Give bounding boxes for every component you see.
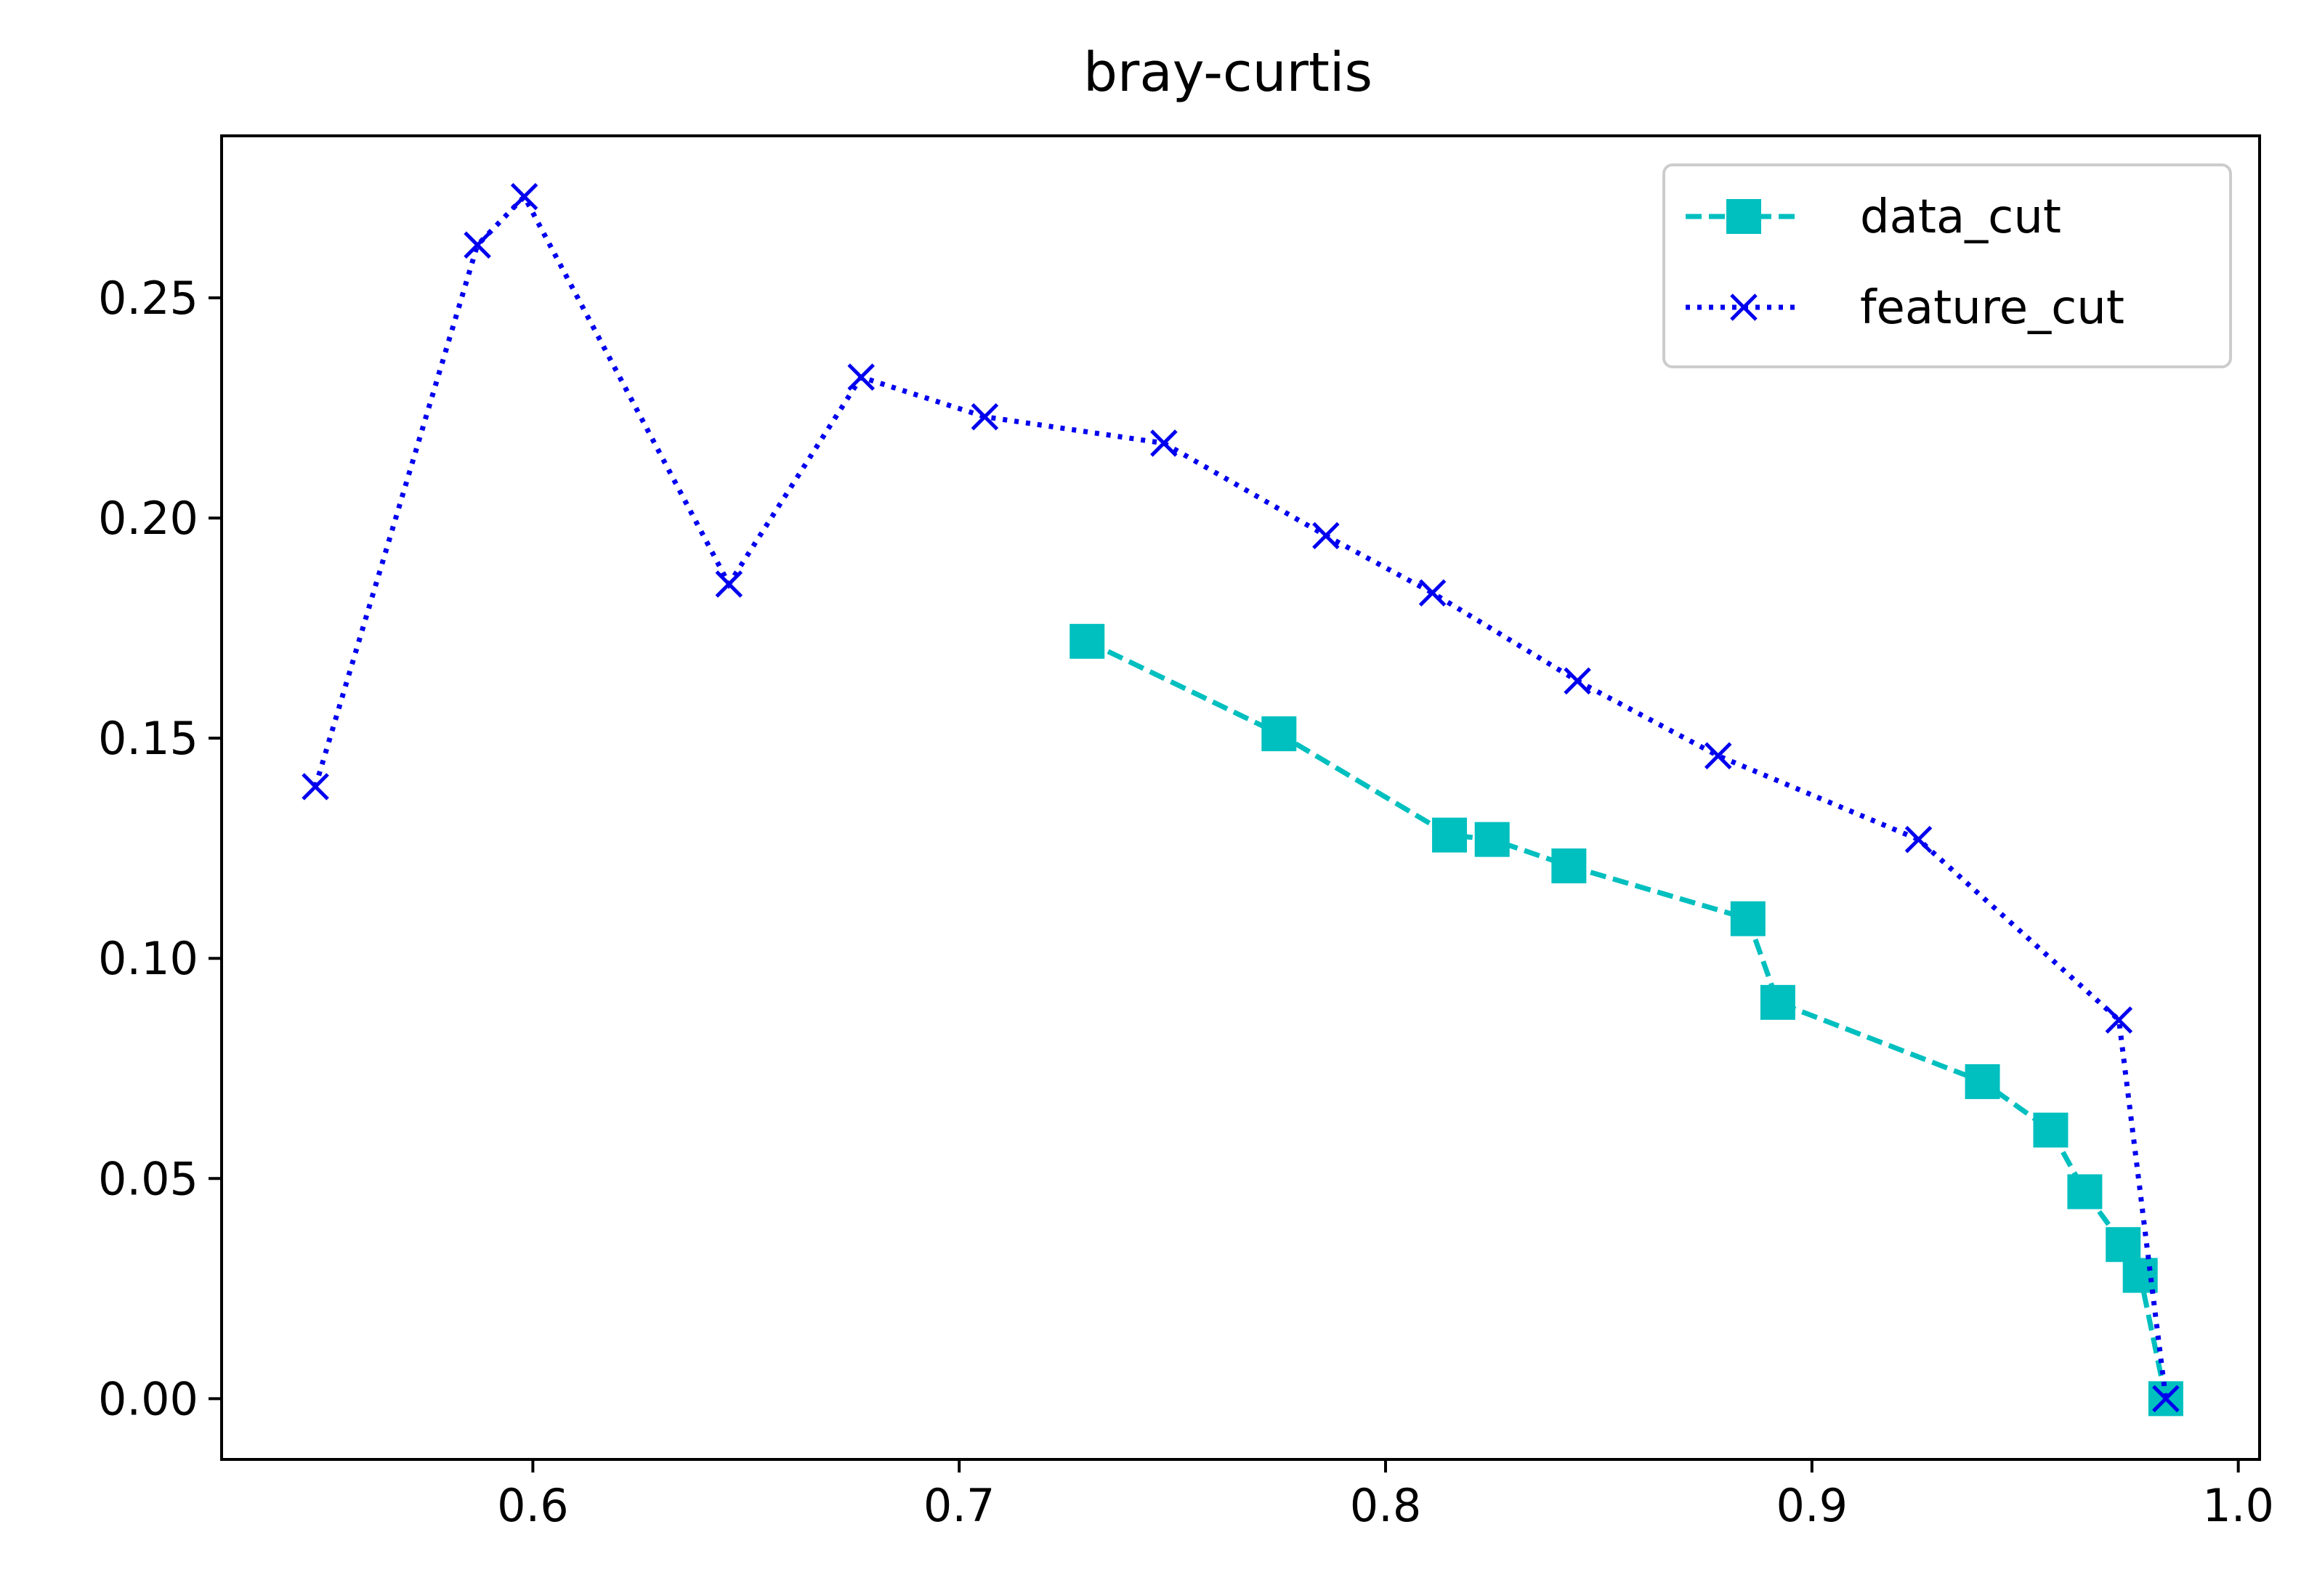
data-point-data-cut [1965, 1064, 2000, 1099]
legend-marker-feature-cut [1730, 293, 1758, 321]
y-tick-label: 0.15 [98, 712, 198, 765]
legend-label-feature-cut: feature_cut [1860, 281, 2124, 335]
y-tick-label: 0.25 [98, 272, 198, 325]
data-point-data-cut [1069, 623, 1105, 659]
data-point-data-cut [1432, 817, 1468, 853]
data-point-data-cut [1261, 716, 1297, 752]
y-tick-label: 0.10 [98, 932, 198, 985]
data-point-data-cut [2033, 1112, 2069, 1148]
legend-box [1662, 163, 2232, 368]
y-tick-label: 0.20 [98, 492, 198, 545]
data-point-feature-cut [1704, 742, 1732, 770]
legend: data_cut feature_cut [1662, 163, 2232, 368]
data-point-data-cut [1760, 984, 1795, 1020]
data-point-data-cut [1551, 848, 1587, 883]
data-point-feature-cut [971, 402, 999, 431]
y-tick-label: 0.00 [98, 1372, 198, 1425]
data-point-feature-cut [1418, 579, 1447, 607]
series-line-feature-cut [312, 192, 2169, 1399]
data-point-feature-cut [1564, 667, 1591, 695]
x-tick-label: 0.9 [1776, 1479, 1848, 1532]
x-axis: 0.6 0.7 0.8 0.9 1.0 [497, 1459, 2274, 1532]
data-point-data-cut [2106, 1227, 2141, 1263]
data-point-data-cut [2067, 1174, 2103, 1210]
data-point-feature-cut [510, 182, 538, 211]
plot-frame [220, 134, 2261, 1461]
data-point-feature-cut [2105, 1006, 2133, 1034]
data-point-feature-cut [1312, 522, 1340, 550]
x-tick-label: 0.7 [923, 1479, 995, 1532]
chart-title: bray-curtis [1083, 41, 1372, 104]
legend-label-data-cut: data_cut [1860, 190, 2061, 244]
data-point-feature-cut [2152, 1385, 2180, 1413]
data-point-data-cut [1730, 901, 1766, 936]
data-point-feature-cut [302, 773, 329, 801]
y-tick-label: 0.05 [98, 1152, 198, 1205]
plot-marks [302, 182, 2183, 1417]
data-point-feature-cut [1904, 825, 1933, 854]
data-point-feature-cut [847, 363, 875, 391]
legend-marker-data-cut [1726, 199, 1761, 234]
x-tick-label: 0.8 [1350, 1479, 1422, 1532]
x-tick-label: 1.0 [2202, 1479, 2274, 1532]
data-point-feature-cut [464, 231, 491, 259]
data-point-feature-cut [1150, 429, 1178, 457]
data-point-feature-cut [715, 570, 743, 598]
x-tick-label: 0.6 [497, 1479, 569, 1532]
data-point-data-cut [2122, 1257, 2158, 1293]
y-axis: 0.00 0.05 0.10 0.15 0.20 0.25 [98, 272, 222, 1425]
data-point-data-cut [1474, 822, 1510, 857]
